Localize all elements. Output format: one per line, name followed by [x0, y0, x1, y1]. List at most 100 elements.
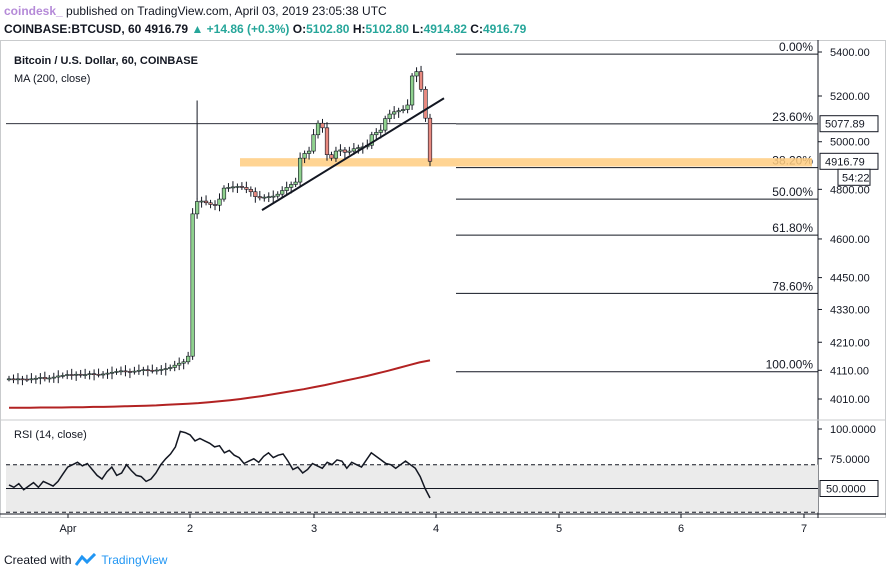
candle-body	[262, 196, 267, 199]
price-tick-label: 5200.00	[830, 91, 870, 103]
candle-body	[356, 147, 361, 150]
rsi-value-label: 50.0000	[826, 484, 866, 496]
price-change: +14.86 (+0.3%)	[206, 22, 290, 36]
candle-body	[369, 134, 374, 146]
up-arrow-icon: ▲	[191, 22, 204, 36]
candle-body	[83, 374, 88, 376]
time-tick-label: Apr	[59, 523, 76, 535]
candle-body	[181, 361, 186, 364]
footer: Created with TradingView	[4, 553, 167, 567]
candle-body	[11, 378, 16, 381]
time-tick-label: 5	[556, 523, 562, 535]
moving-average-line	[9, 359, 431, 409]
price-chart[interactable]: 0.00%23.60%38.20%50.00%61.80%78.60%100.0…	[0, 40, 892, 540]
candle-body	[141, 369, 146, 372]
symbol-label: COINBASE:BTCUSD, 60	[4, 22, 142, 36]
rsi-tick-label: 75.0000	[830, 454, 870, 466]
countdown-label: 54:22	[842, 172, 870, 184]
candle-body	[253, 191, 258, 197]
price-tick-label: 4010.00	[830, 394, 870, 406]
candle-body	[118, 370, 124, 373]
candle-body	[396, 110, 401, 113]
publish-info: coindesk_ published on TradingView.com, …	[4, 4, 387, 18]
candle-body	[338, 149, 343, 152]
fib-level-label: 78.60%	[772, 279, 813, 293]
candle-body	[347, 150, 352, 153]
last-price-label: 4916.79	[825, 156, 865, 168]
price-tick-label: 4330.00	[830, 304, 870, 316]
price-tick-label: 5400.00	[830, 47, 870, 59]
candle-body	[195, 201, 200, 215]
candle-body	[190, 213, 195, 357]
time-tick-label: 2	[187, 523, 193, 535]
candle-body	[383, 118, 388, 131]
rsi-line	[8, 430, 431, 499]
fib-level-label: 50.00%	[772, 185, 813, 199]
candle-body	[29, 378, 34, 381]
candlestick-series	[6, 65, 433, 386]
candle-body	[114, 371, 119, 373]
candle-body	[405, 104, 410, 110]
fib-level-label: 61.80%	[772, 221, 813, 235]
candle-body	[100, 373, 106, 376]
candle-body	[199, 200, 204, 203]
candle-body	[208, 202, 213, 205]
price-axis[interactable]: 5400.00 5200.00 5000.00 4800.00 4600.00 4450.…	[818, 47, 879, 406]
candle-body	[132, 370, 137, 373]
low-label: L:	[412, 22, 424, 36]
time-axis[interactable]: Apr 2 3 4 5 6 7	[59, 514, 807, 535]
open-value: 5102.80	[306, 22, 350, 36]
candle-body	[217, 198, 222, 206]
chart-frame	[0, 40, 886, 518]
tradingview-brand[interactable]: TradingView	[101, 553, 168, 567]
candle-body	[392, 111, 397, 115]
created-text: Created with	[4, 553, 72, 567]
time-tick-label: 3	[311, 523, 317, 535]
high-value: 5102.80	[365, 22, 409, 36]
candle-body	[168, 367, 173, 369]
candle-body	[280, 190, 285, 195]
candle-body	[306, 150, 312, 154]
candle-body	[311, 134, 316, 152]
candle-body	[329, 154, 334, 159]
support-zone	[240, 158, 812, 167]
candle-body	[47, 377, 52, 380]
candle-body	[333, 150, 339, 159]
candle-body	[212, 204, 218, 206]
candle-body	[423, 88, 428, 119]
candle-body	[74, 373, 79, 376]
candle-body	[154, 369, 159, 372]
candle-body	[136, 369, 141, 372]
price-tick-label: 5000.00	[830, 137, 870, 149]
fibonacci-retracement: 0.00%23.60%38.20%50.00%61.80%78.60%100.0…	[6, 40, 818, 373]
high-label: H:	[352, 22, 366, 36]
time-tick-label: 7	[801, 523, 807, 535]
candle-body	[33, 377, 38, 380]
candle-body	[235, 186, 240, 188]
candle-body	[244, 187, 249, 190]
chart-title: Bitcoin / U.S. Dollar, 60, COINBASE	[14, 55, 198, 67]
tradingview-logo-icon	[75, 553, 97, 566]
candle-body	[6, 378, 12, 381]
candle-body	[289, 184, 294, 188]
candle-body	[159, 369, 164, 371]
candle-body	[51, 376, 56, 379]
candle-body	[414, 71, 419, 77]
low-value: 4914.82	[423, 22, 467, 36]
candle-body	[374, 132, 379, 136]
candle-body	[351, 148, 356, 152]
candle-body	[248, 189, 253, 193]
candle-body	[24, 378, 30, 381]
close-label: C:	[470, 22, 483, 36]
candle-body	[127, 371, 133, 373]
candle-body	[145, 369, 150, 372]
candle-body	[221, 187, 227, 200]
candle-body	[87, 373, 92, 375]
rsi-label: RSI (14, close)	[14, 429, 87, 441]
candle-body	[163, 368, 168, 370]
publisher-name[interactable]: coindesk_	[4, 4, 63, 18]
time-tick-label: 6	[678, 523, 684, 535]
candle-body	[38, 377, 43, 379]
rsi-pane: 100.0000 75.0000 50.0000	[6, 424, 879, 513]
candle-body	[60, 375, 65, 377]
